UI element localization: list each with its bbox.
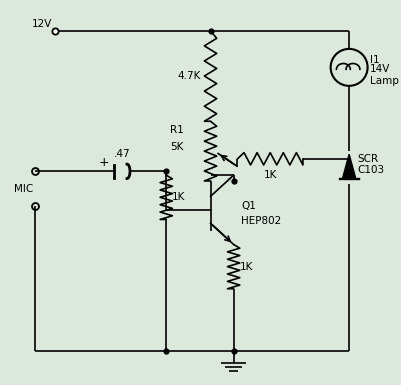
Text: HEP802: HEP802 [241, 216, 282, 226]
Text: 14V
Lamp: 14V Lamp [370, 64, 399, 86]
Text: .47: .47 [113, 149, 130, 159]
Text: SCR
C103: SCR C103 [358, 154, 385, 176]
Polygon shape [342, 154, 356, 179]
Text: Q1: Q1 [241, 201, 256, 211]
Text: +: + [99, 156, 109, 169]
Text: MIC: MIC [14, 184, 33, 194]
Text: 4.7K: 4.7K [178, 71, 201, 81]
Text: I1: I1 [370, 55, 380, 65]
Text: 5K: 5K [170, 142, 184, 152]
Text: 12V: 12V [32, 19, 53, 29]
Text: 1K: 1K [172, 192, 185, 202]
Text: 1K: 1K [239, 262, 253, 271]
Text: R1: R1 [170, 125, 184, 135]
Text: 1K: 1K [263, 171, 277, 180]
